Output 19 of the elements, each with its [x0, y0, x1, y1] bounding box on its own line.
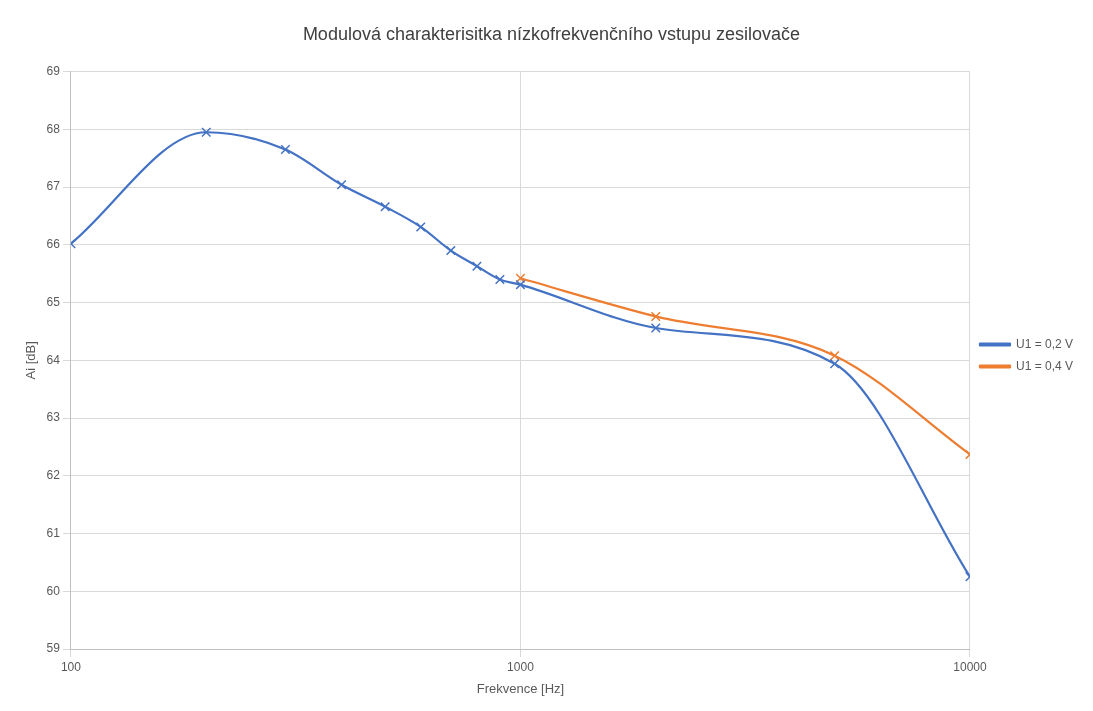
chart-title: Modulová charakterisitka nízkofrekvenčního vstupu zesilovače	[302, 23, 801, 44]
y-tick-label: 66	[46, 237, 61, 252]
legend-label: U1 = 0,4 V	[1015, 358, 1074, 373]
y-tick-label: 61	[46, 525, 61, 540]
y-axis-title: Ai [dB]	[23, 341, 39, 380]
x-axis-title: Frekvence [Hz]	[476, 680, 565, 696]
y-tick-label: 64	[46, 352, 61, 367]
x-tick-label: 100	[60, 659, 82, 674]
y-tick-label: 59	[46, 641, 61, 656]
y-tick-label: 68	[46, 121, 61, 136]
y-tick-label: 62	[46, 468, 61, 483]
y-tick-label: 63	[46, 410, 61, 425]
y-tick-label: 67	[46, 179, 61, 194]
x-tick-label: 1000	[507, 659, 535, 674]
y-tick-label: 60	[46, 583, 61, 598]
y-tick-label: 69	[46, 63, 61, 78]
x-tick-label: 10000	[953, 659, 987, 674]
legend-label: U1 = 0,2 V	[1015, 336, 1074, 351]
y-tick-label: 65	[46, 294, 61, 309]
